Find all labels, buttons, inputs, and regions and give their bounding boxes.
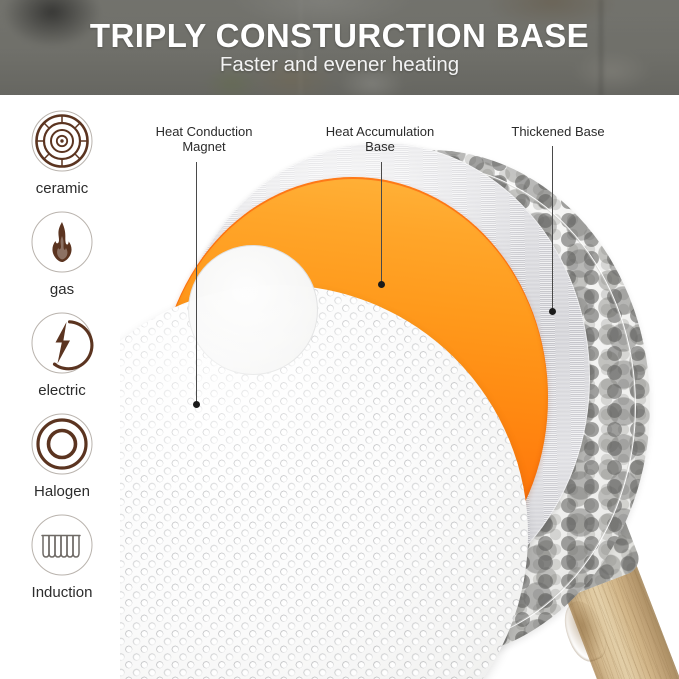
callout-dot-heat-conduction-magnet [193, 401, 200, 408]
sidebar-item-ceramic: ceramic [0, 108, 124, 196]
kitchen-background-image [0, 0, 679, 95]
callout-dot-thickened-base [549, 308, 556, 315]
gas-flame-icon [29, 209, 95, 275]
sidebar-item-label: gas [49, 281, 75, 298]
sidebar-item-label: Induction [31, 584, 93, 601]
pan-cutaway-illustration [120, 95, 679, 679]
header-banner: TRIPLY CONSTURCTION BASE Faster and even… [0, 0, 679, 95]
callout-leader-thickened-base [552, 146, 553, 311]
banner-subtitle: Faster and evener heating [219, 53, 460, 77]
cooktop-compatibility-list: ceramic gas electric [0, 108, 124, 613]
sidebar-item-label: Halogen [34, 483, 90, 500]
callout-leader-heat-conduction-magnet [196, 162, 197, 404]
sidebar-item-halogen: Halogen [0, 411, 124, 499]
sidebar-item-gas: gas [0, 209, 124, 297]
banner-text-group: TRIPLY CONSTURCTION BASE Faster and even… [0, 0, 679, 95]
callout-label-heat-accumulation-base: Heat Accumulation Base [325, 124, 435, 155]
sidebar-item-label: electric [38, 382, 86, 399]
sidebar-item-label: ceramic [35, 180, 89, 197]
banner-title: TRIPLY CONSTURCTION BASE [89, 17, 590, 55]
halogen-ring-icon [29, 411, 95, 477]
callout-leader-heat-accumulation-base [381, 162, 382, 284]
sidebar-item-induction: Induction [0, 512, 124, 600]
banner-dark-overlay [0, 0, 679, 95]
electric-bolt-icon [29, 310, 95, 376]
background-frame-edge [600, 0, 602, 95]
callout-label-thickened-base: Thickened Base [511, 124, 605, 139]
sidebar-item-electric: electric [0, 310, 124, 398]
background-cabinet-edge [300, 0, 301, 95]
callout-dot-heat-accumulation-base [378, 281, 385, 288]
ceramic-hob-icon [29, 108, 95, 174]
callout-label-heat-conduction-magnet: Heat Conduction Magnet [155, 124, 253, 155]
induction-coil-icon [29, 512, 95, 578]
